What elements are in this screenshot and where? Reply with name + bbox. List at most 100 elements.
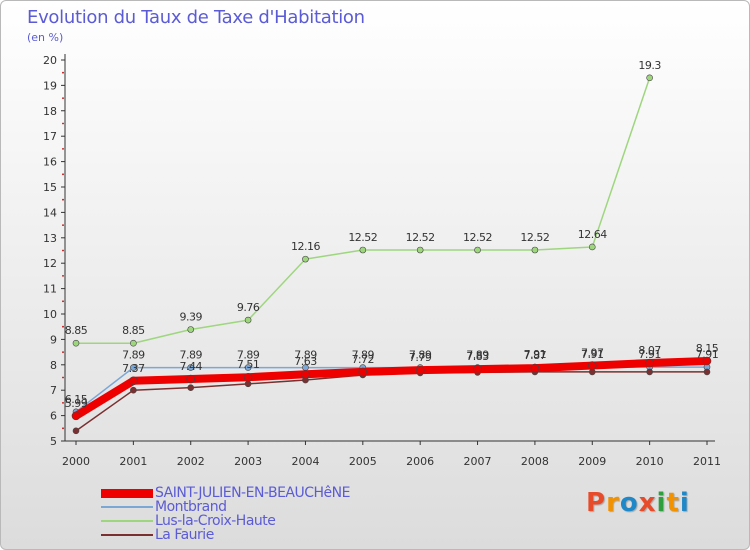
data-label-montbrand: 7.89 bbox=[409, 349, 432, 362]
series-line-lus-la-croix-haute bbox=[75, 77, 651, 344]
data-label-montbrand: 7.91 bbox=[638, 348, 661, 361]
data-label-saint-julien-en-beauch-ne: 7.83 bbox=[466, 350, 489, 363]
data-point-saint-julien-en-beauch-ne bbox=[129, 376, 138, 386]
data-label-saint-julien-en-beauch-ne: 7.63 bbox=[294, 355, 317, 368]
x-tick-label: 2002 bbox=[177, 455, 205, 468]
data-label-lus-la-croix-haute: 9.76 bbox=[237, 301, 260, 314]
data-point-la-faurie bbox=[130, 386, 137, 394]
y-tick-label: 18 bbox=[43, 105, 57, 118]
y-tick-label: 13 bbox=[43, 232, 57, 245]
series-line-saint-julien-en-beauch-ne bbox=[72, 356, 711, 420]
data-label-saint-julien-en-beauch-ne: 5.99 bbox=[65, 397, 88, 410]
data-point-montbrand bbox=[130, 364, 137, 371]
y-minor-tick bbox=[62, 224, 64, 227]
y-minor-tick bbox=[62, 148, 64, 150]
data-point-saint-julien-en-beauch-ne bbox=[71, 411, 81, 421]
y-minor-tick bbox=[62, 351, 64, 353]
data-label-saint-julien-en-beauch-ne: 7.97 bbox=[581, 347, 604, 360]
data-point-lus-la-croix-haute bbox=[474, 246, 481, 254]
data-label-montbrand: 7.91 bbox=[581, 348, 604, 361]
y-minor-tick bbox=[62, 173, 64, 176]
data-label-saint-julien-en-beauch-ne: 8.15 bbox=[696, 342, 719, 355]
y-tick-label: 9 bbox=[50, 333, 57, 346]
legend-label: Montbrand bbox=[155, 499, 227, 515]
data-point-saint-julien-en-beauch-ne bbox=[587, 361, 597, 370]
data-label-lus-la-croix-haute: 19.3 bbox=[638, 59, 661, 72]
data-point-lus-la-croix-haute bbox=[72, 339, 80, 347]
y-tick-label: 12 bbox=[43, 257, 57, 270]
data-label-montbrand: 7.89 bbox=[237, 349, 260, 362]
y-tick-label: 8 bbox=[50, 359, 57, 372]
data-point-saint-julien-en-beauch-ne bbox=[186, 374, 196, 384]
legend-label: La Faurie bbox=[155, 527, 214, 543]
data-point-saint-julien-en-beauch-ne bbox=[530, 363, 540, 373]
x-tick-label: 2000 bbox=[62, 455, 90, 468]
data-point-lus-la-croix-haute bbox=[646, 74, 653, 82]
y-tick-label: 17 bbox=[43, 130, 57, 143]
y-tick-label: 7 bbox=[50, 384, 57, 397]
y-tick-label: 11 bbox=[43, 283, 57, 296]
legend-label: Lus-la-Croix-Haute bbox=[155, 513, 276, 529]
data-point-montbrand bbox=[244, 364, 252, 371]
legend-swatch bbox=[101, 488, 153, 498]
y-minor-tick bbox=[62, 122, 64, 125]
data-point-la-faurie bbox=[703, 368, 711, 376]
data-label-montbrand: 7.91 bbox=[524, 348, 547, 361]
data-point-saint-julien-en-beauch-ne bbox=[702, 356, 712, 366]
y-minor-tick bbox=[62, 275, 64, 277]
legend-swatch bbox=[101, 534, 153, 536]
y-minor-tick bbox=[62, 198, 64, 201]
data-point-saint-julien-en-beauch-ne bbox=[473, 364, 482, 374]
data-point-lus-la-croix-haute bbox=[130, 339, 137, 347]
data-label-montbrand: 7.89 bbox=[466, 349, 489, 362]
chart-unit: (en %) bbox=[27, 31, 64, 44]
data-point-lus-la-croix-haute bbox=[187, 326, 195, 333]
data-label-saint-julien-en-beauch-ne: 8.07 bbox=[638, 344, 661, 357]
data-point-lus-la-croix-haute bbox=[302, 255, 309, 263]
data-point-lus-la-croix-haute bbox=[359, 246, 367, 254]
data-label-lus-la-croix-haute: 12.52 bbox=[520, 231, 549, 244]
data-label-lus-la-croix-haute: 12.52 bbox=[463, 231, 492, 244]
data-point-la-faurie bbox=[244, 380, 252, 388]
x-tick-label: 2001 bbox=[119, 455, 147, 468]
chart-title: Evolution du Taux de Taxe d'Habitation bbox=[27, 7, 365, 28]
data-point-saint-julien-en-beauch-ne bbox=[358, 367, 368, 377]
y-minor-tick bbox=[62, 427, 64, 430]
data-point-la-faurie bbox=[187, 384, 195, 391]
y-minor-tick bbox=[62, 300, 64, 303]
data-label-saint-julien-en-beauch-ne: 7.51 bbox=[237, 358, 260, 371]
data-label-lus-la-croix-haute: 8.85 bbox=[122, 324, 145, 337]
x-tick-label: 2008 bbox=[521, 455, 549, 468]
data-point-saint-julien-en-beauch-ne bbox=[243, 372, 253, 382]
x-tick-label: 2010 bbox=[636, 455, 664, 468]
data-point-lus-la-croix-haute bbox=[588, 243, 596, 251]
y-tick-label: 20 bbox=[43, 54, 57, 67]
data-point-saint-julien-en-beauch-ne bbox=[415, 365, 425, 375]
legend-swatch bbox=[101, 506, 153, 508]
data-label-montbrand: 7.89 bbox=[352, 349, 375, 362]
legend-label: SAINT-JULIEN-EN-BEAUCHêNE bbox=[155, 485, 350, 501]
data-point-lus-la-croix-haute bbox=[416, 246, 424, 254]
data-label-montbrand: 7.89 bbox=[122, 349, 145, 362]
y-tick-label: 19 bbox=[43, 79, 57, 92]
y-minor-tick bbox=[62, 71, 64, 74]
data-point-la-faurie bbox=[646, 368, 653, 376]
x-tick-label: 2003 bbox=[234, 455, 262, 468]
data-label-saint-julien-en-beauch-ne: 7.44 bbox=[179, 360, 202, 373]
data-point-saint-julien-en-beauch-ne bbox=[645, 358, 654, 368]
proxiti-logo: Proxiti bbox=[586, 488, 690, 518]
data-label-montbrand: 7.89 bbox=[294, 349, 317, 362]
y-minor-tick bbox=[62, 402, 64, 404]
y-tick-label: 14 bbox=[43, 206, 57, 219]
x-tick-label: 2007 bbox=[464, 455, 492, 468]
data-label-lus-la-croix-haute: 12.16 bbox=[291, 240, 320, 253]
x-tick-label: 2004 bbox=[291, 455, 319, 468]
y-minor-tick bbox=[62, 376, 64, 379]
data-label-lus-la-croix-haute: 12.52 bbox=[406, 231, 435, 244]
data-point-montbrand bbox=[187, 364, 195, 371]
data-point-la-faurie bbox=[72, 427, 80, 435]
data-label-saint-julien-en-beauch-ne: 7.72 bbox=[352, 353, 375, 366]
x-tick-label: 2011 bbox=[693, 455, 721, 468]
y-tick-label: 5 bbox=[50, 435, 57, 448]
